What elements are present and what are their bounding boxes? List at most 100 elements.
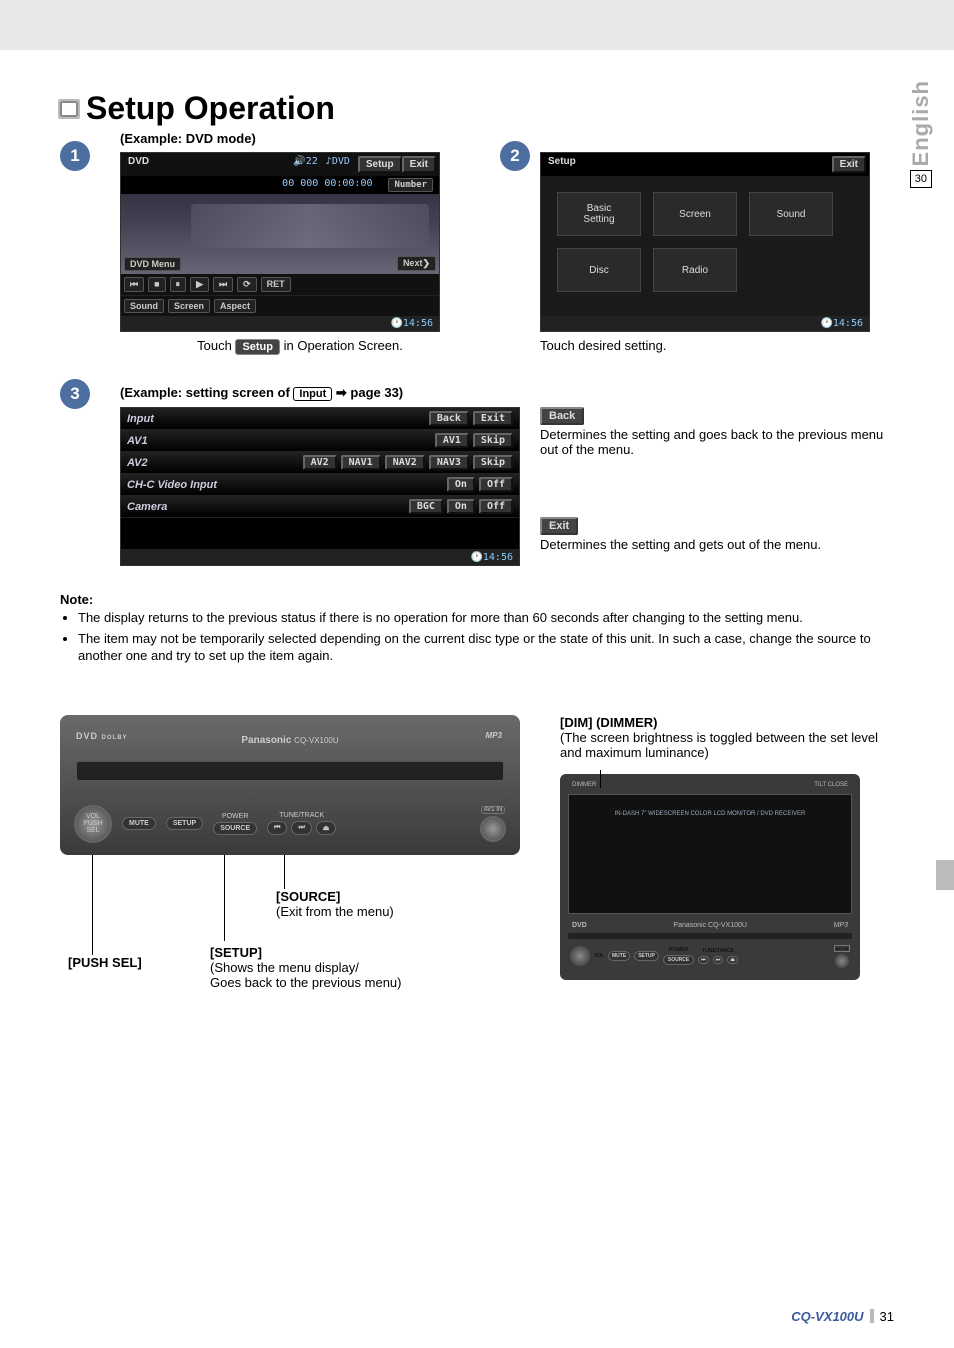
annot-setup-text2: Goes back to the previous menu)	[210, 975, 402, 990]
device-next-button[interactable]: ⏭	[291, 821, 311, 835]
dimmer-prev-button[interactable]: ⏮	[698, 956, 709, 964]
dimmer-screen: IN-DASH 7" WIDESCREEN COLOR LCD MONITOR …	[568, 794, 852, 914]
dimmer-subtext: (The screen brightness is toggled betwee…	[560, 730, 894, 760]
annot-source-text: (Exit from the menu)	[276, 904, 394, 919]
top-gray-bar	[0, 0, 954, 50]
row-av2-label: AV2	[127, 457, 299, 469]
input-back-button[interactable]: Back	[429, 411, 469, 426]
dimmer-eject-button[interactable]: ⏏	[727, 956, 738, 964]
device-disc-slot	[76, 761, 504, 781]
device-prev-button[interactable]: ⏮	[267, 821, 287, 835]
dimmer-tune-label: TUNE/TRACK	[702, 948, 734, 954]
annot-setup-text1: (Shows the menu display/	[210, 960, 402, 975]
side-page-reference: 30	[910, 170, 932, 188]
side-gray-tab	[936, 860, 954, 890]
setup-tile-sound[interactable]: Sound	[749, 192, 833, 236]
setup-tile-radio[interactable]: Radio	[653, 248, 737, 292]
input-screen-title: Input	[127, 413, 425, 425]
row-chc-label: CH-C Video Input	[127, 479, 443, 491]
device-tune-label: TUNE/TRACK	[279, 812, 324, 819]
dvd-pause-button[interactable]: ⏸	[170, 277, 187, 292]
row-camera-on-button[interactable]: On	[447, 499, 475, 514]
dimmer-bot-dvd: DVD	[572, 922, 587, 929]
page-footer: CQ-VX100U 31	[791, 1309, 894, 1324]
row-av2-nav2-button[interactable]: NAV2	[385, 455, 425, 470]
device-mute-button[interactable]: MUTE	[122, 817, 156, 830]
row-av2-nav1-button[interactable]: NAV1	[341, 455, 381, 470]
setup-tile-screen[interactable]: Screen	[653, 192, 737, 236]
dimmer-screen-text: IN-DASH 7" WIDESCREEN COLOR LCD MONITOR …	[569, 811, 851, 817]
setup-clock: 🕐14:56	[820, 318, 863, 329]
row-camera-bgc-button[interactable]: BGC	[409, 499, 443, 514]
dimmer-bot-brand: Panasonic CQ-VX100U	[673, 922, 747, 929]
input-setting-screen: Input Back Exit AV1 AV1 Skip AV2 AV2 NAV…	[120, 407, 520, 566]
note-block: Note: The display returns to the previou…	[60, 592, 894, 665]
dvd-prev-track-button[interactable]: ⏮	[124, 277, 144, 292]
dimmer-source-button[interactable]: SOURCE	[663, 955, 694, 965]
dimmer-vol-knob[interactable]	[570, 946, 590, 966]
step1-example-caption: (Example: DVD mode)	[120, 131, 480, 146]
device-setup-button[interactable]: SETUP	[166, 817, 203, 830]
dimmer-bot-mp3: MP3	[834, 922, 848, 929]
setup-menu-screen: Setup Exit Basic Setting Screen Sound Di…	[540, 152, 870, 332]
dvd-menu-button[interactable]: DVD Menu	[124, 257, 181, 271]
row-chc-off-button[interactable]: Off	[479, 477, 513, 492]
title-ornament-icon	[60, 101, 78, 117]
exit-button-description: Determines the setting and gets out of t…	[540, 537, 894, 552]
step1-caption: Touch Setup in Operation Screen.	[120, 338, 480, 355]
dvd-sound-button[interactable]: Sound	[124, 299, 164, 313]
setup-exit-button[interactable]: Exit	[832, 156, 866, 173]
device-source-button[interactable]: SOURCE	[213, 822, 257, 835]
side-language-tab: English	[908, 80, 934, 166]
back-button-ref: Back	[540, 407, 584, 425]
device-eject-button[interactable]: ⏏	[316, 821, 337, 835]
dvd-video-preview	[191, 204, 429, 248]
setup-screen-title: Setup	[544, 156, 829, 173]
row-chc-on-button[interactable]: On	[447, 477, 475, 492]
dvd-next-track-button[interactable]: ⏭	[213, 277, 233, 292]
annot-source-heading: [SOURCE]	[276, 889, 394, 904]
device-logo-dvd: DVD DOLBY	[76, 731, 128, 741]
note-item-1: The display returns to the previous stat…	[78, 609, 894, 627]
row-av1-av1-button[interactable]: AV1	[435, 433, 469, 448]
dimmer-device-panel: DIMMER TILT CLOSE IN-DASH 7" WIDESCREEN …	[560, 774, 860, 980]
dvd-return-button[interactable]: RET	[261, 277, 291, 292]
row-av2-nav3-button[interactable]: NAV3	[429, 455, 469, 470]
dvd-vol-indicator: 🔊22	[293, 156, 318, 173]
dvd-stop-button[interactable]: ■	[148, 277, 165, 292]
page-title: Setup Operation	[60, 90, 894, 127]
step-badge-1: 1	[60, 141, 90, 171]
footer-page-number: 31	[880, 1309, 894, 1324]
step-badge-2: 2	[500, 141, 530, 171]
dimmer-mute-button[interactable]: MUTE	[608, 951, 630, 961]
device-avin-label: AV1 IN	[481, 806, 506, 814]
dvd-exit-button[interactable]: Exit	[402, 156, 436, 173]
dvd-screen-button[interactable]: Screen	[168, 299, 210, 313]
row-camera-off-button[interactable]: Off	[479, 499, 513, 514]
device-logo-mp3: MP3	[486, 731, 502, 740]
dimmer-av-knob[interactable]	[835, 954, 849, 968]
row-av2-av2-button[interactable]: AV2	[303, 455, 337, 470]
device-av-knob[interactable]	[480, 816, 506, 842]
dvd-repeat-button[interactable]: ⟳	[237, 277, 257, 292]
dvd-setup-button[interactable]: Setup	[358, 156, 402, 173]
dvd-clock: 🕐14:56	[390, 318, 433, 329]
dimmer-setup-button[interactable]: SETUP	[634, 951, 659, 961]
dvd-aspect-button[interactable]: Aspect	[214, 299, 256, 313]
footer-model: CQ-VX100U	[791, 1309, 863, 1324]
setup-tile-basic[interactable]: Basic Setting	[557, 192, 641, 236]
row-av1-skip-button[interactable]: Skip	[473, 433, 513, 448]
device-front-panel: DVD DOLBY Panasonic CQ-VX100U MP3 VOLPUS…	[60, 715, 520, 855]
note-item-2: The item may not be temporarily selected…	[78, 630, 894, 665]
device-brand: Panasonic CQ-VX100U	[241, 735, 338, 746]
step2-caption: Touch desired setting.	[540, 338, 894, 353]
dvd-next-page-button[interactable]: Next❯	[397, 256, 436, 271]
row-av2-skip-button[interactable]: Skip	[473, 455, 513, 470]
dvd-play-button[interactable]: ▶	[190, 277, 209, 292]
input-exit-button[interactable]: Exit	[473, 411, 513, 426]
dvd-number-button[interactable]: Number	[388, 178, 433, 192]
device-power-label: POWER	[222, 813, 248, 820]
dimmer-next-button[interactable]: ⏭	[713, 956, 724, 964]
device-volume-knob[interactable]: VOLPUSH SEL	[74, 805, 112, 843]
setup-tile-disc[interactable]: Disc	[557, 248, 641, 292]
